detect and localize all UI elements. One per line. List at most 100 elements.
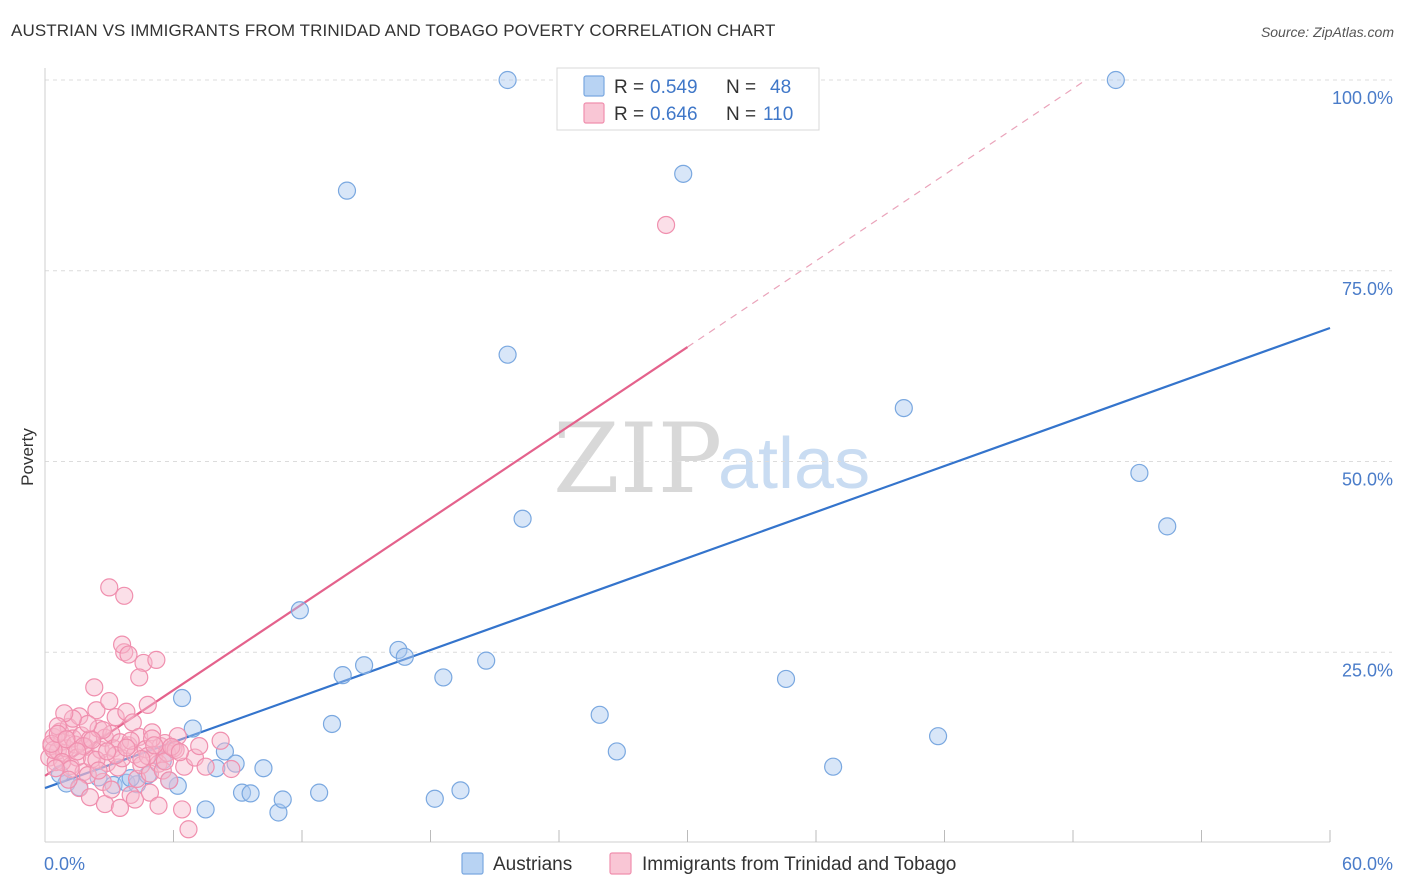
trinidad-point-102 bbox=[68, 742, 87, 761]
trinidad-point-67 bbox=[100, 578, 119, 597]
austrian-point-38 bbox=[607, 742, 626, 761]
series-legend: Austrians Immigrants from Trinidad and T… bbox=[461, 852, 956, 875]
trinidad-point-75 bbox=[63, 709, 82, 728]
austrian-point-34 bbox=[498, 70, 517, 90]
axes bbox=[44, 68, 1331, 843]
trinidad-point-94 bbox=[656, 215, 676, 235]
trinidad-point-110 bbox=[190, 736, 209, 756]
bottom-legend-swatch-pink bbox=[609, 852, 632, 875]
austrian-point-46 bbox=[1158, 517, 1177, 536]
trinidad-point-89 bbox=[172, 800, 192, 819]
bottom-legend-austrians: Austrians bbox=[493, 854, 572, 875]
trinidad-point-105 bbox=[117, 738, 136, 757]
trend-lines bbox=[44, 79, 1331, 790]
legend-r-label-1: R = bbox=[614, 77, 644, 98]
trinidad-point-50 bbox=[147, 650, 166, 669]
x-tick-label-min: 0.0% bbox=[44, 854, 85, 874]
trinidad-point-92 bbox=[211, 731, 230, 750]
trend-line-trinidad bbox=[44, 346, 689, 777]
trinidad-point-103 bbox=[83, 730, 102, 750]
bottom-legend-trinidad-tobago: Immigrants from Trinidad and Tobago bbox=[642, 854, 956, 875]
legend-swatch-pink bbox=[583, 102, 605, 124]
austrian-point-45 bbox=[1130, 463, 1149, 483]
x-tick-label-max: 60.0% bbox=[1342, 854, 1393, 874]
trinidad-point-66 bbox=[149, 796, 168, 815]
tick-labels: 100.0% 75.0% 50.0% 25.0% 0.0% 60.0% bbox=[44, 88, 1393, 874]
legend-n-label-2: N = bbox=[726, 104, 756, 125]
trinidad-point-68 bbox=[112, 635, 132, 654]
trinidad-point-101 bbox=[57, 730, 76, 749]
trinidad-point-70 bbox=[130, 668, 149, 687]
trinidad-point-100 bbox=[48, 724, 67, 743]
trinidad-point-64 bbox=[125, 790, 145, 809]
trinidad-point-58 bbox=[168, 727, 187, 746]
trinidad-point-108 bbox=[162, 737, 181, 756]
correlation-legend: R = 0.549 N = 48 R = 0.646 N = 110 bbox=[556, 67, 820, 131]
austrian-point-29 bbox=[395, 647, 414, 666]
austrian-point-32 bbox=[451, 781, 470, 800]
legend-r-value-1: 0.549 bbox=[650, 77, 698, 98]
austrian-point-23 bbox=[310, 783, 329, 802]
austrian-point-12 bbox=[183, 719, 202, 738]
austrian-point-42 bbox=[894, 398, 913, 418]
trinidad-point-104 bbox=[98, 742, 117, 761]
gridlines bbox=[45, 79, 1392, 653]
trinidad-point-107 bbox=[145, 736, 164, 755]
trinidad-point-65 bbox=[140, 783, 160, 802]
austrian-point-40 bbox=[776, 669, 796, 689]
austrian-point-41 bbox=[824, 757, 843, 776]
trinidad-point-91 bbox=[196, 757, 215, 776]
y-tick-label-2: 50.0% bbox=[1342, 470, 1393, 490]
legend-n-value-2: 110 bbox=[763, 104, 793, 125]
trinidad-point-71 bbox=[115, 586, 134, 605]
trinidad-point-69 bbox=[119, 645, 138, 664]
trinidad-point-28 bbox=[100, 691, 119, 711]
trinidad-point-56 bbox=[160, 771, 179, 790]
trend-line-trinidad-dashed bbox=[687, 79, 1087, 348]
legend-n-value-1: 48 bbox=[770, 77, 791, 98]
austrian-point-28 bbox=[389, 640, 408, 660]
legend-r-label-2: R = bbox=[614, 104, 644, 125]
y-tick-label-3: 25.0% bbox=[1342, 660, 1393, 680]
austrian-point-31 bbox=[434, 668, 453, 687]
trinidad-point-61 bbox=[80, 788, 100, 807]
bottom-legend-swatch-blue bbox=[461, 852, 484, 875]
trinidad-point-109 bbox=[170, 743, 190, 762]
legend-swatch-blue bbox=[583, 75, 605, 97]
trinidad-point-96 bbox=[102, 780, 121, 799]
austrian-point-44 bbox=[1106, 70, 1125, 90]
watermark-zip: ZIP bbox=[553, 403, 722, 515]
austrian-point-39 bbox=[674, 164, 693, 183]
chart-title: AUSTRIAN VS IMMIGRANTS FROM TRINIDAD AND… bbox=[11, 21, 776, 40]
austrian-point-35 bbox=[498, 345, 517, 364]
austrian-point-18 bbox=[241, 784, 260, 803]
austrian-point-21 bbox=[273, 790, 292, 809]
austrian-point-37 bbox=[590, 705, 609, 724]
trinidad-point-72 bbox=[142, 729, 162, 748]
trinidad-point-88 bbox=[179, 820, 198, 839]
trinidad-point-98 bbox=[46, 759, 65, 778]
austrian-point-36 bbox=[513, 509, 532, 528]
austrian-point-43 bbox=[928, 727, 948, 746]
y-tick-label-0: 100.0% bbox=[1332, 88, 1393, 108]
trend-line-austrians bbox=[44, 326, 1331, 790]
trinidad-point-93 bbox=[222, 759, 241, 779]
trinidad-point-97 bbox=[59, 770, 78, 789]
trinidad-point-31 bbox=[106, 708, 125, 727]
trinidad-point-106 bbox=[132, 749, 151, 769]
austrian-point-30 bbox=[425, 789, 444, 808]
austrian-point-9 bbox=[168, 776, 187, 795]
legend-n-label-1: N = bbox=[726, 77, 756, 98]
austrian-point-15 bbox=[215, 742, 234, 761]
austrian-point-11 bbox=[172, 688, 192, 708]
watermark-atlas: atlas bbox=[718, 424, 870, 504]
austrian-point-22 bbox=[290, 601, 309, 620]
trinidad-point-36 bbox=[117, 702, 136, 721]
trinidad-point-95 bbox=[89, 761, 108, 780]
y-tick-label-1: 75.0% bbox=[1342, 279, 1393, 299]
trinidad-point-46 bbox=[138, 695, 157, 714]
austrian-point-33 bbox=[477, 651, 496, 670]
trinidad-point-63 bbox=[110, 798, 130, 818]
trinidad-point-21 bbox=[85, 678, 104, 697]
